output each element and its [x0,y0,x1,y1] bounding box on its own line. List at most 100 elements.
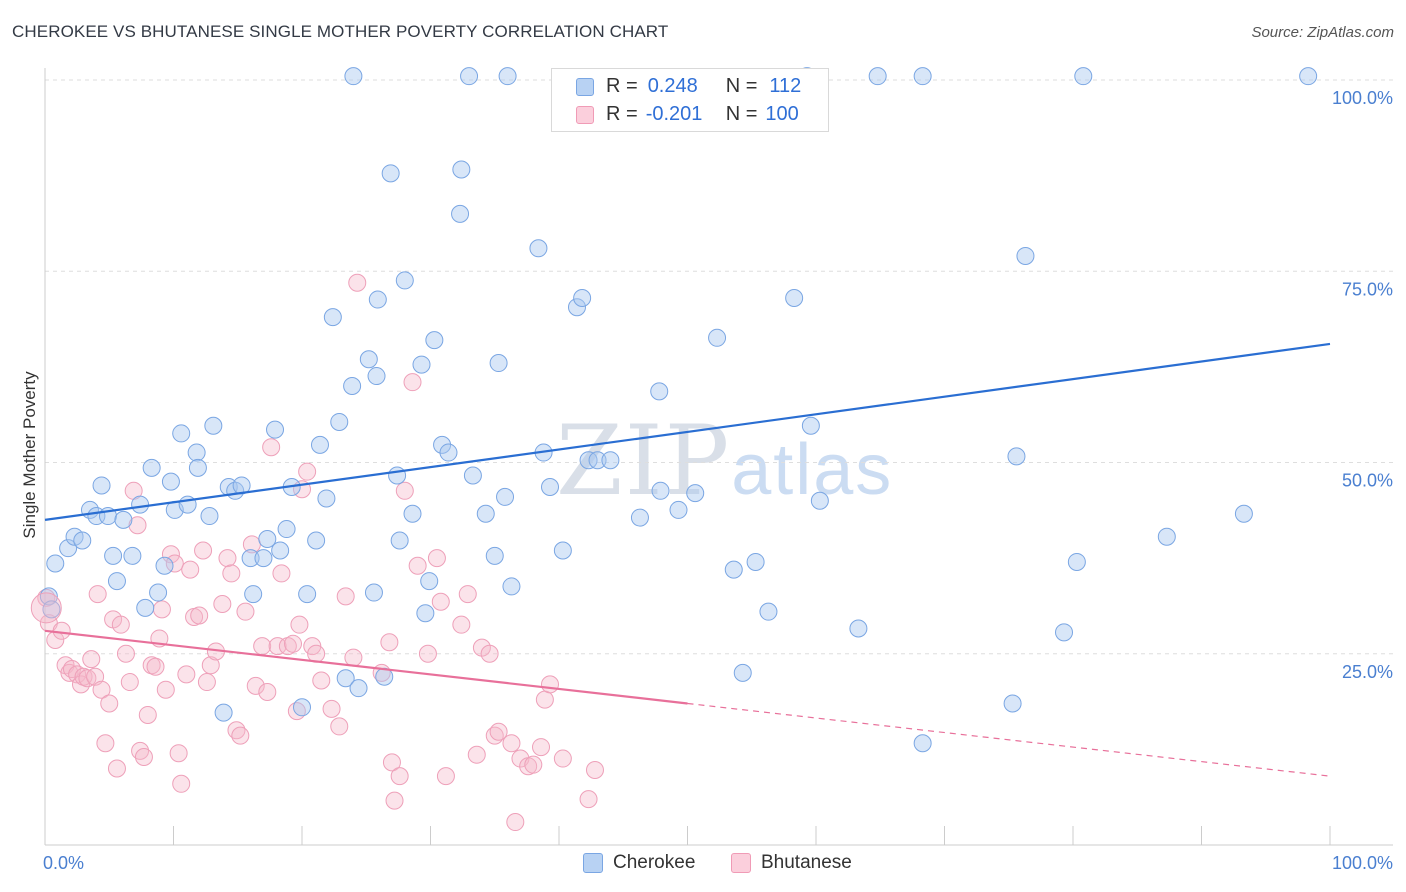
cherokee-point [204,416,223,435]
bhutanese-point [116,644,135,663]
bottom-legend-label-bhutanese: Bhutanese [761,852,852,873]
cherokee-point [367,367,386,386]
cherokee-point [810,491,829,510]
cherokee-point [142,458,161,477]
bhutanese-point [579,790,598,809]
bhutanese-point [418,644,437,663]
cherokee-point [131,495,150,514]
bhutanese-point [553,749,572,768]
cherokee-point [733,663,752,682]
bhutanese-point [427,549,446,568]
legend-n-value: 100 [765,103,799,125]
bhutanese-point [222,564,241,583]
cherokee-trend-line [44,342,1331,521]
bhutanese-point [403,373,422,392]
bhutanese-point [156,680,175,699]
bhutanese-point [161,545,180,564]
cherokee-point [913,67,932,86]
cherokee-point [489,354,508,373]
cherokee-point [498,67,517,86]
cherokee-point [368,290,387,309]
cherokee-point [244,585,263,604]
cherokee-point [293,698,311,717]
cherokee-point [724,560,743,579]
cherokee-point [359,350,378,369]
legend-swatch-cherokee [576,77,594,96]
bhutanese-point [86,667,105,686]
cherokee-point [104,546,123,565]
cherokee-point [155,556,174,575]
cherokee-point [323,308,342,327]
cherokee-point [650,382,669,401]
bhutanese-point [336,587,355,606]
bhutanese-point [107,759,126,778]
cherokee-point [496,487,515,506]
cherokee-point [433,435,452,454]
cherokee-point [1007,447,1026,466]
bhutanese-point [194,541,213,560]
cherokee-point [42,600,61,619]
cherokee-point [573,289,592,308]
bhutanese-point [489,722,508,741]
cherokee-point [403,504,422,523]
bhutanese-trend-line-dashed [687,702,1331,777]
bhutanese-point [535,690,554,709]
bhutanese-point [480,644,499,663]
bhutanese-point [169,744,188,763]
cherokee-point [73,531,92,550]
bhutanese-point [290,615,309,634]
bhutanese-point [30,592,62,624]
cherokee-point [200,507,219,526]
cherokee-point [1067,552,1086,571]
cherokee-point [502,577,521,596]
legend-swatch-bhutanese [576,105,594,124]
bhutanese-point [408,556,427,575]
cherokee-point [541,477,560,496]
bottom-legend-swatch-bhutanese [731,853,751,873]
cherokee-point [1234,504,1253,523]
cherokee-point [114,510,133,529]
cherokee-point [349,679,368,698]
cherokee-point [388,466,407,485]
watermark-zip: ZIP [556,405,732,517]
bhutanese-point [78,669,97,688]
watermark-atlas: atlas [731,430,894,510]
legend-n-value: 112 [769,75,802,97]
bhutanese-point [390,767,409,786]
cherokee-point [1055,623,1074,642]
cherokee-point [214,703,233,722]
cherokee-point [452,160,471,179]
bhutanese-point [172,774,191,793]
bhutanese-point [322,699,341,718]
cherokee-point [390,531,409,550]
bhutanese-point [382,753,401,772]
bhutanese-point [541,675,560,694]
cherokee-point [553,541,572,560]
cherokee-point [651,481,670,500]
bhutanese-point [585,761,604,780]
cherokee-point [630,508,649,527]
bottom-legend-swatch-cherokee [583,853,603,873]
legend-row-bhutanese: R = -0.201 N = 100 [576,103,799,126]
bhutanese-point [152,600,171,619]
cherokee-point [1157,527,1176,546]
cherokee-point [416,604,435,623]
bhutanese-point [380,633,399,652]
legend-row-cherokee: R = 0.248 N = 112 [576,75,801,98]
legend: R = 0.248 N = 112 R = -0.201 N = 100 [551,68,829,132]
cherokee-point [529,239,548,258]
bottom-legend-cherokee: Cherokee [583,852,695,874]
bhutanese-point [201,656,220,675]
legend-n-label: N = [725,103,758,125]
cherokee-point [343,377,362,395]
bhutanese-point [506,813,525,832]
legend-r-value: 0.248 [647,75,698,97]
cherokee-point [759,602,778,621]
bhutanese-point [146,657,165,676]
cherokee-point [485,546,504,565]
cherokee-point [149,583,168,602]
bhutanese-point [88,585,107,604]
bhutanese-point [96,734,115,753]
bhutanese-point [181,560,200,579]
